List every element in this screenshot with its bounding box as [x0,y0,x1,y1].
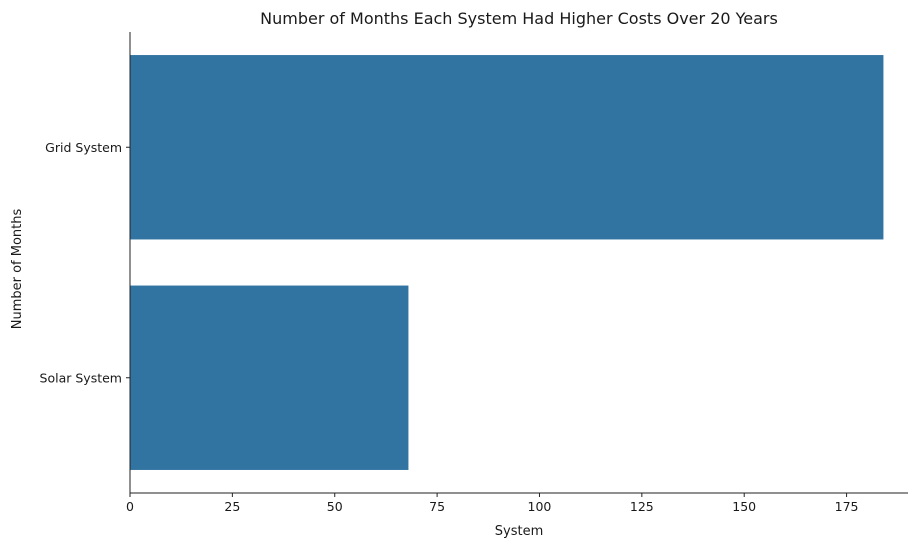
bars-group [130,55,884,470]
x-tick-label-150: 150 [732,499,756,514]
y-tick-label-grid-system: Grid System [45,140,122,155]
x-tick-label-25: 25 [224,499,240,514]
x-axis: 0 25 50 75 100 125 150 175 [126,492,908,514]
bar-grid-system [130,55,884,240]
y-axis-label: Number of Months [10,209,25,330]
x-axis-label: System [495,524,543,539]
x-tick-label-100: 100 [528,499,552,514]
y-axis: Grid System Solar System [40,32,131,493]
y-tick-label-solar-system: Solar System [40,370,122,385]
x-tick-label-50: 50 [327,499,343,514]
x-tick-label-125: 125 [630,499,654,514]
x-tick-label-0: 0 [126,499,134,514]
chart-title: Number of Months Each System Had Higher … [260,9,778,28]
x-tick-label-175: 175 [835,499,859,514]
x-tick-label-75: 75 [429,499,445,514]
bar-solar-system [130,285,409,470]
